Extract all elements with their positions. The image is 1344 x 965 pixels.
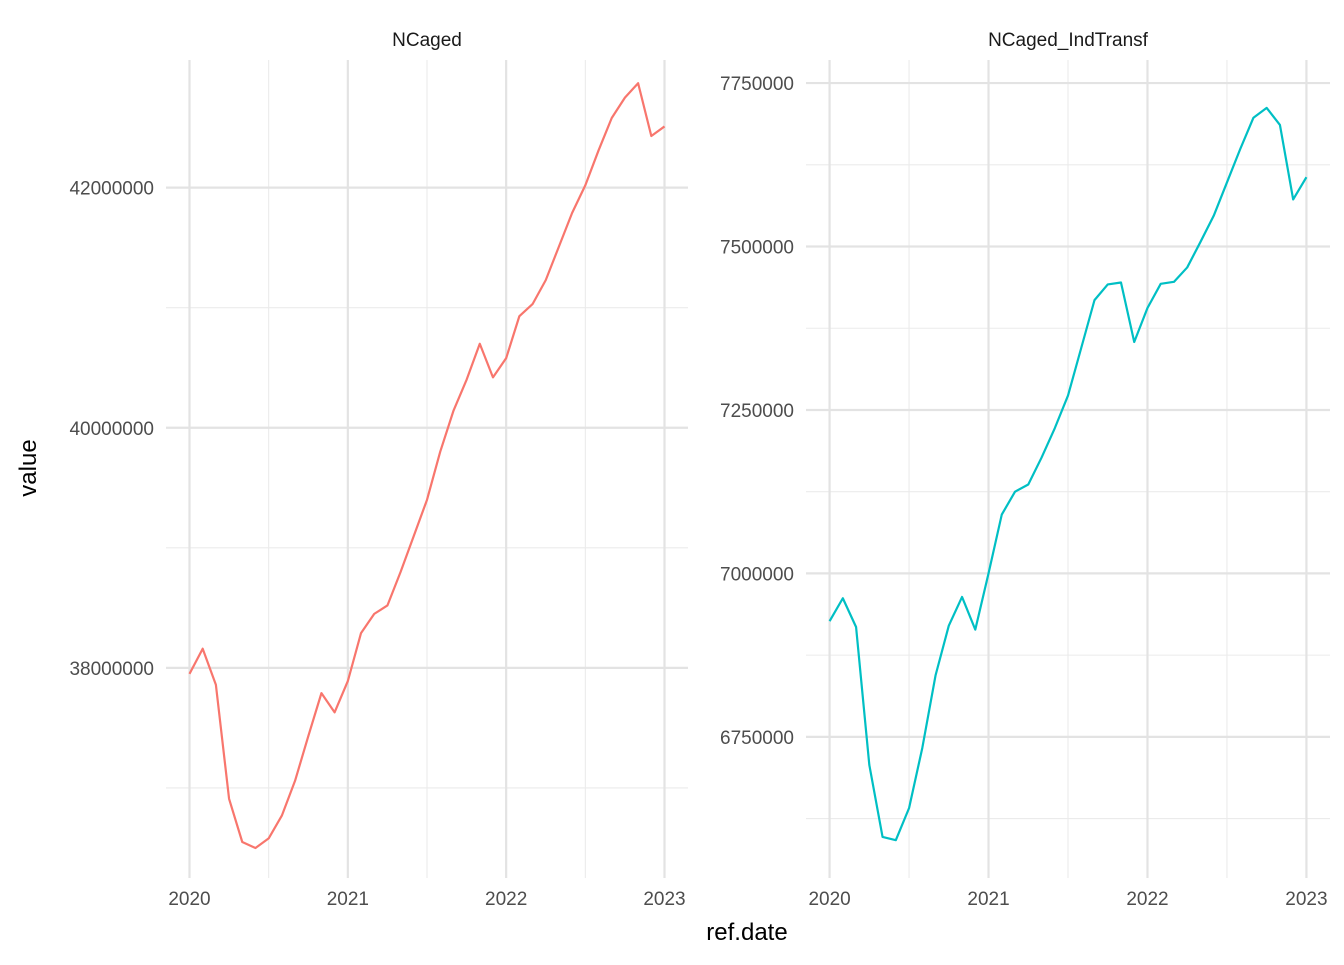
x-tick-label: 2020 [168, 889, 210, 910]
y-tick-label: 38000000 [69, 659, 154, 680]
x-axis-title: ref.date [706, 919, 787, 946]
y-tick-label: 7750000 [720, 74, 794, 95]
y-tick-label: 40000000 [69, 419, 154, 440]
x-tick-label: 2022 [485, 889, 527, 910]
y-tick-label: 7500000 [720, 238, 794, 259]
x-tick-label: 2022 [1126, 889, 1168, 910]
series-line [828, 106, 1308, 842]
x-tick-label: 2020 [808, 889, 850, 910]
y-tick-label: 7250000 [720, 401, 794, 422]
x-tick-label: 2021 [967, 889, 1009, 910]
y-tick-label: 7000000 [720, 564, 794, 585]
x-tick-label: 2021 [327, 889, 369, 910]
panel-strip-label: NCaged [392, 30, 462, 51]
y-tick-label: 42000000 [69, 179, 154, 200]
y-axis-title: value [15, 439, 42, 496]
series-line [188, 82, 666, 850]
y-tick-label: 6750000 [720, 728, 794, 749]
x-tick-label: 2023 [1285, 889, 1327, 910]
panel-strip-label: NCaged_IndTransf [988, 30, 1149, 51]
x-tick-label: 2023 [643, 889, 685, 910]
